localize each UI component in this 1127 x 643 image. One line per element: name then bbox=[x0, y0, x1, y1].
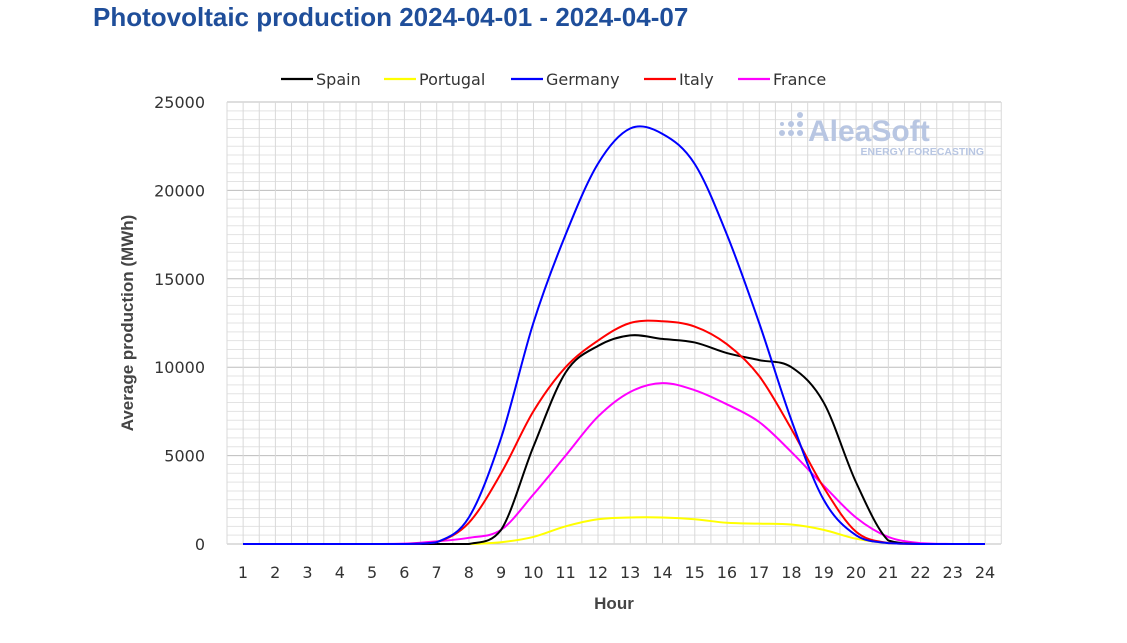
x-tick-label: 23 bbox=[943, 563, 963, 582]
logo-name: AleaSoft bbox=[808, 115, 930, 148]
chart-title: Photovoltaic production 2024-04-01 - 202… bbox=[93, 2, 689, 32]
x-tick-label: 13 bbox=[620, 563, 640, 582]
y-tick-label: 10000 bbox=[154, 358, 205, 377]
x-tick-label: 6 bbox=[399, 563, 409, 582]
x-tick-label: 11 bbox=[555, 563, 575, 582]
legend-label: Italy bbox=[679, 70, 714, 89]
x-tick-label: 12 bbox=[588, 563, 608, 582]
x-tick-label: 15 bbox=[684, 563, 704, 582]
legend-item-portugal: Portugal bbox=[384, 70, 485, 89]
grid bbox=[226, 101, 1002, 545]
x-tick-label: 2 bbox=[270, 563, 280, 582]
x-tick-label: 1 bbox=[238, 563, 248, 582]
x-tick-labels: 1 2 3 4 5 6 7 8 9 10 11 12 13 14 15 16 17 18 19 20 21 22 23 24 bbox=[238, 563, 995, 582]
series-line-germany bbox=[243, 125, 985, 545]
x-tick-label: 20 bbox=[846, 563, 866, 582]
legend-item-spain: Spain bbox=[281, 70, 361, 89]
x-tick-label: 21 bbox=[878, 563, 898, 582]
x-axis-title: Hour bbox=[594, 594, 634, 613]
x-tick-label: 10 bbox=[523, 563, 543, 582]
x-tick-label: 14 bbox=[652, 563, 672, 582]
x-tick-label: 3 bbox=[302, 563, 312, 582]
x-tick-label: 9 bbox=[496, 563, 506, 582]
legend-label: France bbox=[773, 70, 826, 89]
x-tick-label: 8 bbox=[464, 563, 474, 582]
legend-item-germany: Germany bbox=[511, 70, 620, 89]
x-tick-label: 18 bbox=[781, 563, 801, 582]
x-tick-label: 17 bbox=[749, 563, 769, 582]
x-tick-label: 16 bbox=[717, 563, 737, 582]
y-tick-label: 15000 bbox=[154, 270, 205, 289]
x-tick-label: 7 bbox=[431, 563, 441, 582]
y-tick-labels: 0 5000 10000 15000 20000 25000 bbox=[154, 93, 205, 554]
x-tick-label: 22 bbox=[910, 563, 930, 582]
series-lines bbox=[243, 125, 985, 545]
y-tick-label: 5000 bbox=[164, 447, 205, 466]
x-tick-label: 19 bbox=[814, 563, 834, 582]
logo-dots-icon bbox=[779, 112, 803, 136]
aleasoft-logo: AleaSoft ENERGY FORECASTING bbox=[779, 112, 984, 158]
legend-label: Germany bbox=[546, 70, 620, 89]
logo-tagline: ENERGY FORECASTING bbox=[861, 146, 985, 158]
x-tick-label: 24 bbox=[975, 563, 995, 582]
x-tick-label: 5 bbox=[367, 563, 377, 582]
y-tick-label: 20000 bbox=[154, 181, 205, 200]
legend-label: Spain bbox=[316, 70, 361, 89]
y-axis-title: Average production (MWh) bbox=[118, 215, 137, 432]
x-tick-label: 4 bbox=[335, 563, 345, 582]
legend-label: Portugal bbox=[419, 70, 485, 89]
y-tick-label: 25000 bbox=[154, 93, 205, 112]
legend: Spain Portugal Germany Italy France bbox=[281, 70, 826, 89]
legend-item-italy: Italy bbox=[644, 70, 714, 89]
y-tick-label: 0 bbox=[195, 535, 205, 554]
legend-item-france: France bbox=[738, 70, 826, 89]
